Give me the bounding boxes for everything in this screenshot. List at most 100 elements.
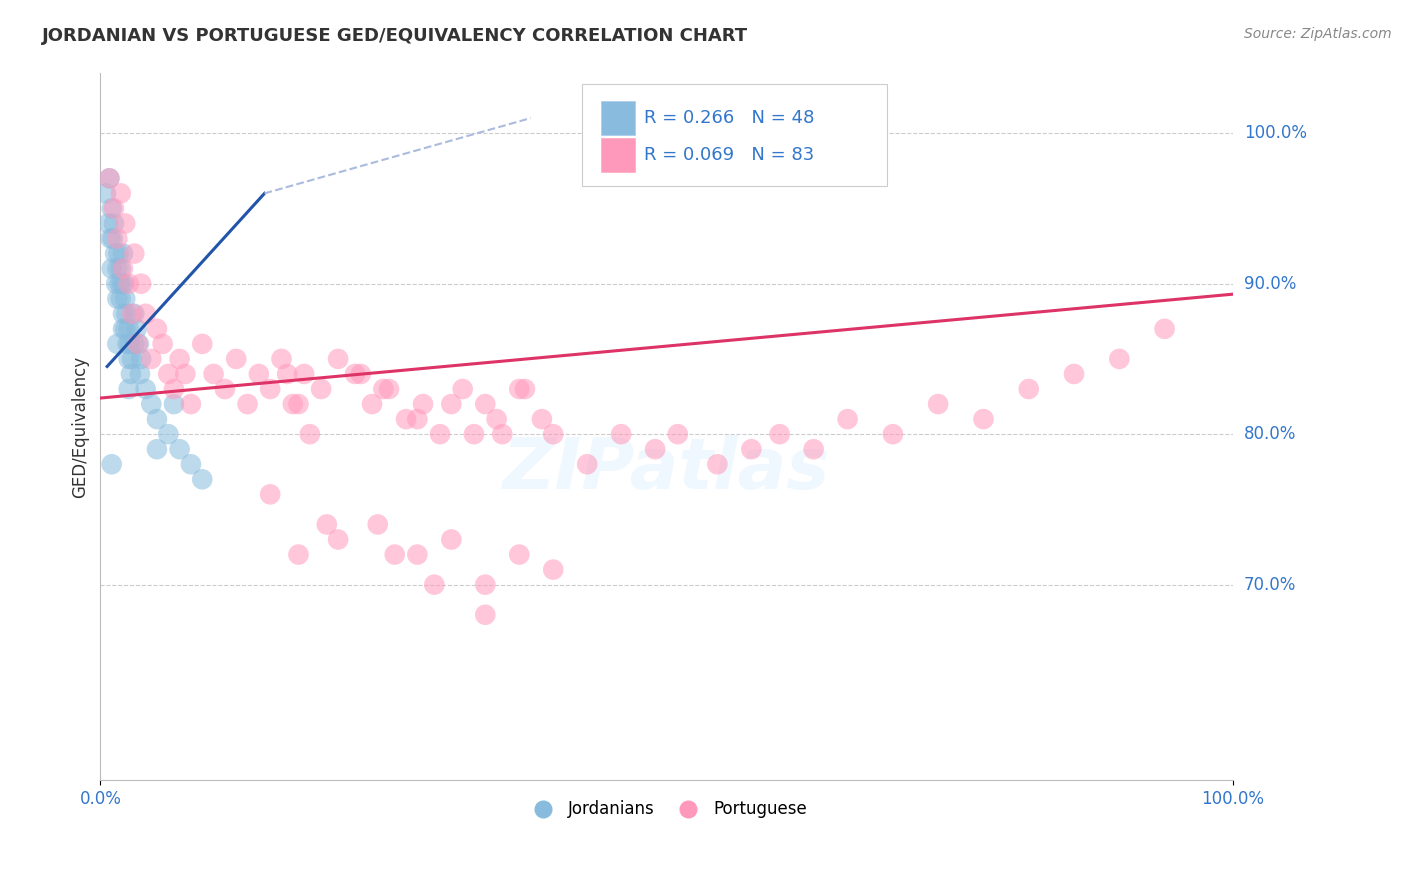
Point [118,382,141,396]
Point [180,457,202,471]
Point [412,397,434,411]
Point [118,351,141,366]
Point [111,322,134,336]
Point [508,548,530,562]
Point [1108,351,1130,366]
Text: Source: ZipAtlas.com: Source: ZipAtlas.com [1244,27,1392,41]
Legend: Jordanians, Portuguese: Jordanians, Portuguese [520,794,813,825]
Text: 70.0%: 70.0% [1244,575,1296,594]
Point [118,322,141,336]
Point [97,217,120,231]
Point [214,382,236,396]
Point [837,412,859,426]
Point [463,427,485,442]
Point [281,397,304,411]
Point [169,351,191,366]
Text: 80.0%: 80.0% [1244,425,1296,443]
Point [157,427,180,442]
Point [157,367,180,381]
Point [491,427,513,442]
Point [163,382,186,396]
Point [541,427,564,442]
Point [740,442,762,457]
Point [474,577,496,591]
Point [508,382,530,396]
Point [298,427,321,442]
Point [361,397,384,411]
Point [541,563,564,577]
Point [292,367,315,381]
Point [191,472,214,486]
Point [344,367,367,381]
Point [124,246,146,260]
Point [111,277,134,291]
Point [105,261,128,276]
Point [135,307,157,321]
FancyBboxPatch shape [600,101,634,135]
Point [927,397,949,411]
Point [163,397,186,411]
Point [105,277,128,291]
Point [485,412,508,426]
Y-axis label: GED/Equivalency: GED/Equivalency [72,356,89,498]
Point [111,246,134,260]
Point [129,367,152,381]
FancyBboxPatch shape [600,138,634,172]
Point [287,548,309,562]
Point [769,427,792,442]
Point [105,292,128,306]
Point [100,231,122,245]
Point [146,412,169,426]
Point [259,487,281,501]
Point [644,442,666,457]
Point [111,307,134,321]
Point [429,427,451,442]
Point [118,337,141,351]
Point [105,231,128,245]
Point [125,322,148,336]
Point [440,533,463,547]
Point [406,412,429,426]
Point [169,442,191,457]
Point [474,397,496,411]
Point [98,171,121,186]
Text: 100.0%: 100.0% [1244,124,1306,142]
Point [103,202,125,216]
Point [118,277,141,291]
Point [129,277,152,291]
Point [666,427,689,442]
Point [111,261,134,276]
Point [276,367,298,381]
Point [121,351,143,366]
Point [180,397,202,411]
Point [1018,382,1040,396]
Point [110,186,132,201]
Point [103,217,125,231]
Point [576,457,599,471]
Point [326,533,349,547]
Point [128,337,150,351]
Point [191,337,214,351]
Point [124,307,146,321]
Point [127,337,149,351]
Point [972,412,994,426]
Point [115,307,138,321]
Point [121,307,143,321]
Point [384,548,406,562]
Point [259,382,281,396]
Point [395,412,418,426]
Point [315,517,337,532]
Point [129,351,152,366]
Text: R = 0.266   N = 48: R = 0.266 N = 48 [644,109,814,127]
Point [706,457,728,471]
Text: R = 0.069   N = 83: R = 0.069 N = 83 [644,146,814,164]
FancyBboxPatch shape [582,84,887,186]
Point [141,351,163,366]
Point [451,382,474,396]
Point [610,427,633,442]
Point [104,246,127,260]
Point [530,412,553,426]
Point [100,457,122,471]
Point [236,397,259,411]
Point [114,292,136,306]
